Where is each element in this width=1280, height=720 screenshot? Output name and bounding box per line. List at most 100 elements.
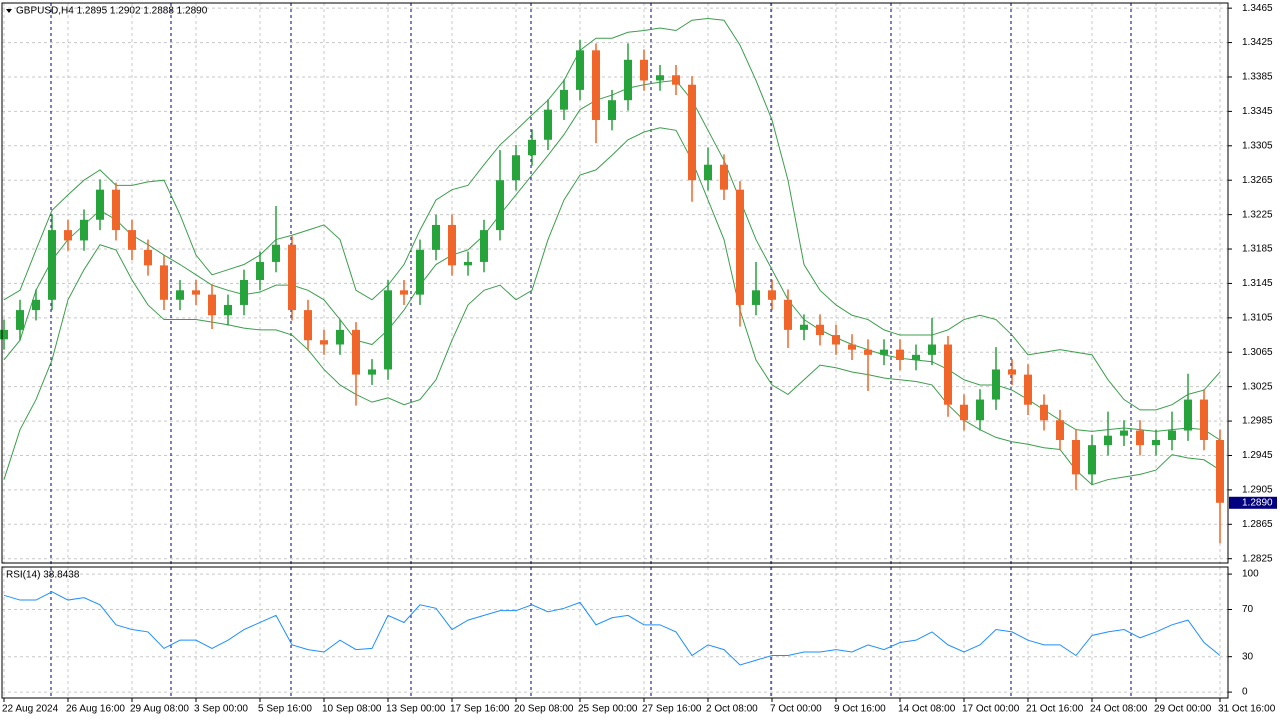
candle-body bbox=[96, 189, 104, 220]
candle-body bbox=[400, 290, 408, 295]
candle-body bbox=[512, 155, 520, 181]
x-tick-label: 13 Sep 00:00 bbox=[386, 704, 446, 715]
candle-body bbox=[496, 180, 504, 231]
candle-body bbox=[336, 329, 344, 345]
y-tick-label: 0 bbox=[1242, 687, 1248, 698]
x-tick-label: 7 Oct 00:00 bbox=[770, 704, 822, 715]
x-tick-label: 3 Sep 00:00 bbox=[194, 704, 248, 715]
candle-body bbox=[272, 244, 280, 262]
rsi-title: RSI(14) 38.8438 bbox=[6, 570, 80, 581]
candle-body bbox=[768, 290, 776, 300]
candle-body bbox=[1040, 404, 1048, 421]
candle-body bbox=[480, 230, 488, 262]
x-tick-label: 29 Oct 00:00 bbox=[1154, 704, 1212, 715]
y-tick-label: 1.3225 bbox=[1242, 209, 1273, 220]
y-tick-label: 1.3385 bbox=[1242, 72, 1273, 83]
x-tick-label: 21 Oct 16:00 bbox=[1026, 704, 1084, 715]
candle-body bbox=[656, 75, 664, 81]
candle-body bbox=[256, 261, 264, 280]
candle-body bbox=[896, 349, 904, 360]
marks bbox=[0, 17, 1224, 666]
candle-body bbox=[528, 139, 536, 156]
candle-body bbox=[1056, 420, 1064, 440]
candle-body bbox=[48, 230, 56, 300]
candle-body bbox=[80, 219, 88, 241]
y-tick-label: 100 bbox=[1242, 569, 1259, 580]
candle-body bbox=[448, 224, 456, 266]
candle-body bbox=[752, 290, 760, 305]
y-tick-label: 1.3345 bbox=[1242, 106, 1273, 117]
candle-body bbox=[16, 310, 24, 330]
candle-body bbox=[432, 224, 440, 250]
candle-body bbox=[288, 244, 296, 311]
candle-body bbox=[832, 335, 840, 345]
y-tick-label: 1.3465 bbox=[1242, 3, 1273, 14]
rsi-panel-frame bbox=[1, 566, 1229, 699]
grid-layer bbox=[2, 3, 1228, 698]
candle-body bbox=[736, 189, 744, 305]
y-tick-label: 1.3265 bbox=[1242, 175, 1273, 186]
candle-body bbox=[672, 75, 680, 85]
candle-body bbox=[816, 324, 824, 336]
candle-body bbox=[944, 344, 952, 405]
y-tick-label: 30 bbox=[1242, 651, 1254, 662]
candle-body bbox=[928, 344, 936, 355]
collapse-arrow[interactable] bbox=[6, 9, 12, 13]
bollinger-band bbox=[3, 127, 1221, 486]
y-tick-label: 1.2945 bbox=[1242, 450, 1273, 461]
candle-body bbox=[1184, 399, 1192, 431]
y-tick-label: 1.3065 bbox=[1242, 347, 1273, 358]
candle-body bbox=[688, 84, 696, 181]
x-tick-label: 25 Sep 00:00 bbox=[578, 704, 638, 715]
x-tick-label: 17 Oct 00:00 bbox=[962, 704, 1020, 715]
candle-body bbox=[784, 299, 792, 330]
candle-body bbox=[960, 404, 968, 421]
candle-body bbox=[608, 100, 616, 120]
x-tick-label: 2 Oct 08:00 bbox=[706, 704, 758, 715]
candle-body bbox=[976, 399, 984, 421]
candle-body bbox=[240, 279, 248, 305]
y-tick-label: 1.2985 bbox=[1242, 416, 1273, 427]
chart-header: GBPUSD,H4 1.2895 1.2902 1.2888 1.2890 bbox=[16, 6, 208, 17]
y-tick-label: 1.2905 bbox=[1242, 485, 1273, 496]
candle-body bbox=[624, 59, 632, 101]
y-tick-label: 70 bbox=[1242, 604, 1254, 615]
y-tick-label: 1.3425 bbox=[1242, 37, 1273, 48]
x-tick-label: 27 Sep 16:00 bbox=[642, 704, 702, 715]
candle-body bbox=[544, 109, 552, 140]
candle-body bbox=[304, 310, 312, 341]
candle-body bbox=[160, 265, 168, 300]
candle-body bbox=[176, 290, 184, 300]
candle-body bbox=[112, 189, 120, 231]
y-tick-label: 1.3145 bbox=[1242, 278, 1273, 289]
candle-body bbox=[384, 290, 392, 370]
candle-body bbox=[64, 230, 72, 241]
candle-body bbox=[880, 349, 888, 355]
y-tick-label: 1.3305 bbox=[1242, 140, 1273, 151]
x-tick-label: 20 Sep 08:00 bbox=[514, 704, 574, 715]
candle-body bbox=[1120, 430, 1128, 436]
candle-body bbox=[1008, 369, 1016, 375]
current-price-box bbox=[1229, 496, 1277, 509]
y-tick-label: 1.3025 bbox=[1242, 381, 1273, 392]
candle-body bbox=[128, 230, 136, 250]
x-tick-label: 9 Oct 16:00 bbox=[834, 704, 886, 715]
y-tick-label: 1.2865 bbox=[1242, 519, 1273, 530]
candle-body bbox=[320, 340, 328, 345]
candle-body bbox=[864, 349, 872, 355]
candle-body bbox=[192, 290, 200, 295]
x-tick-label: 26 Aug 16:00 bbox=[66, 704, 125, 715]
candle-body bbox=[704, 164, 712, 181]
y-tick-label: 1.3105 bbox=[1242, 312, 1273, 323]
candle-body bbox=[720, 164, 728, 190]
candle-body bbox=[640, 59, 648, 81]
rsi-line bbox=[3, 591, 1221, 666]
candle-body bbox=[848, 344, 856, 350]
candle-body bbox=[912, 354, 920, 360]
candle-body bbox=[368, 369, 376, 375]
candle-body bbox=[464, 261, 472, 266]
candle-body bbox=[144, 249, 152, 266]
candle-body bbox=[1024, 374, 1032, 405]
y-tick-label: 1.3185 bbox=[1242, 244, 1273, 255]
